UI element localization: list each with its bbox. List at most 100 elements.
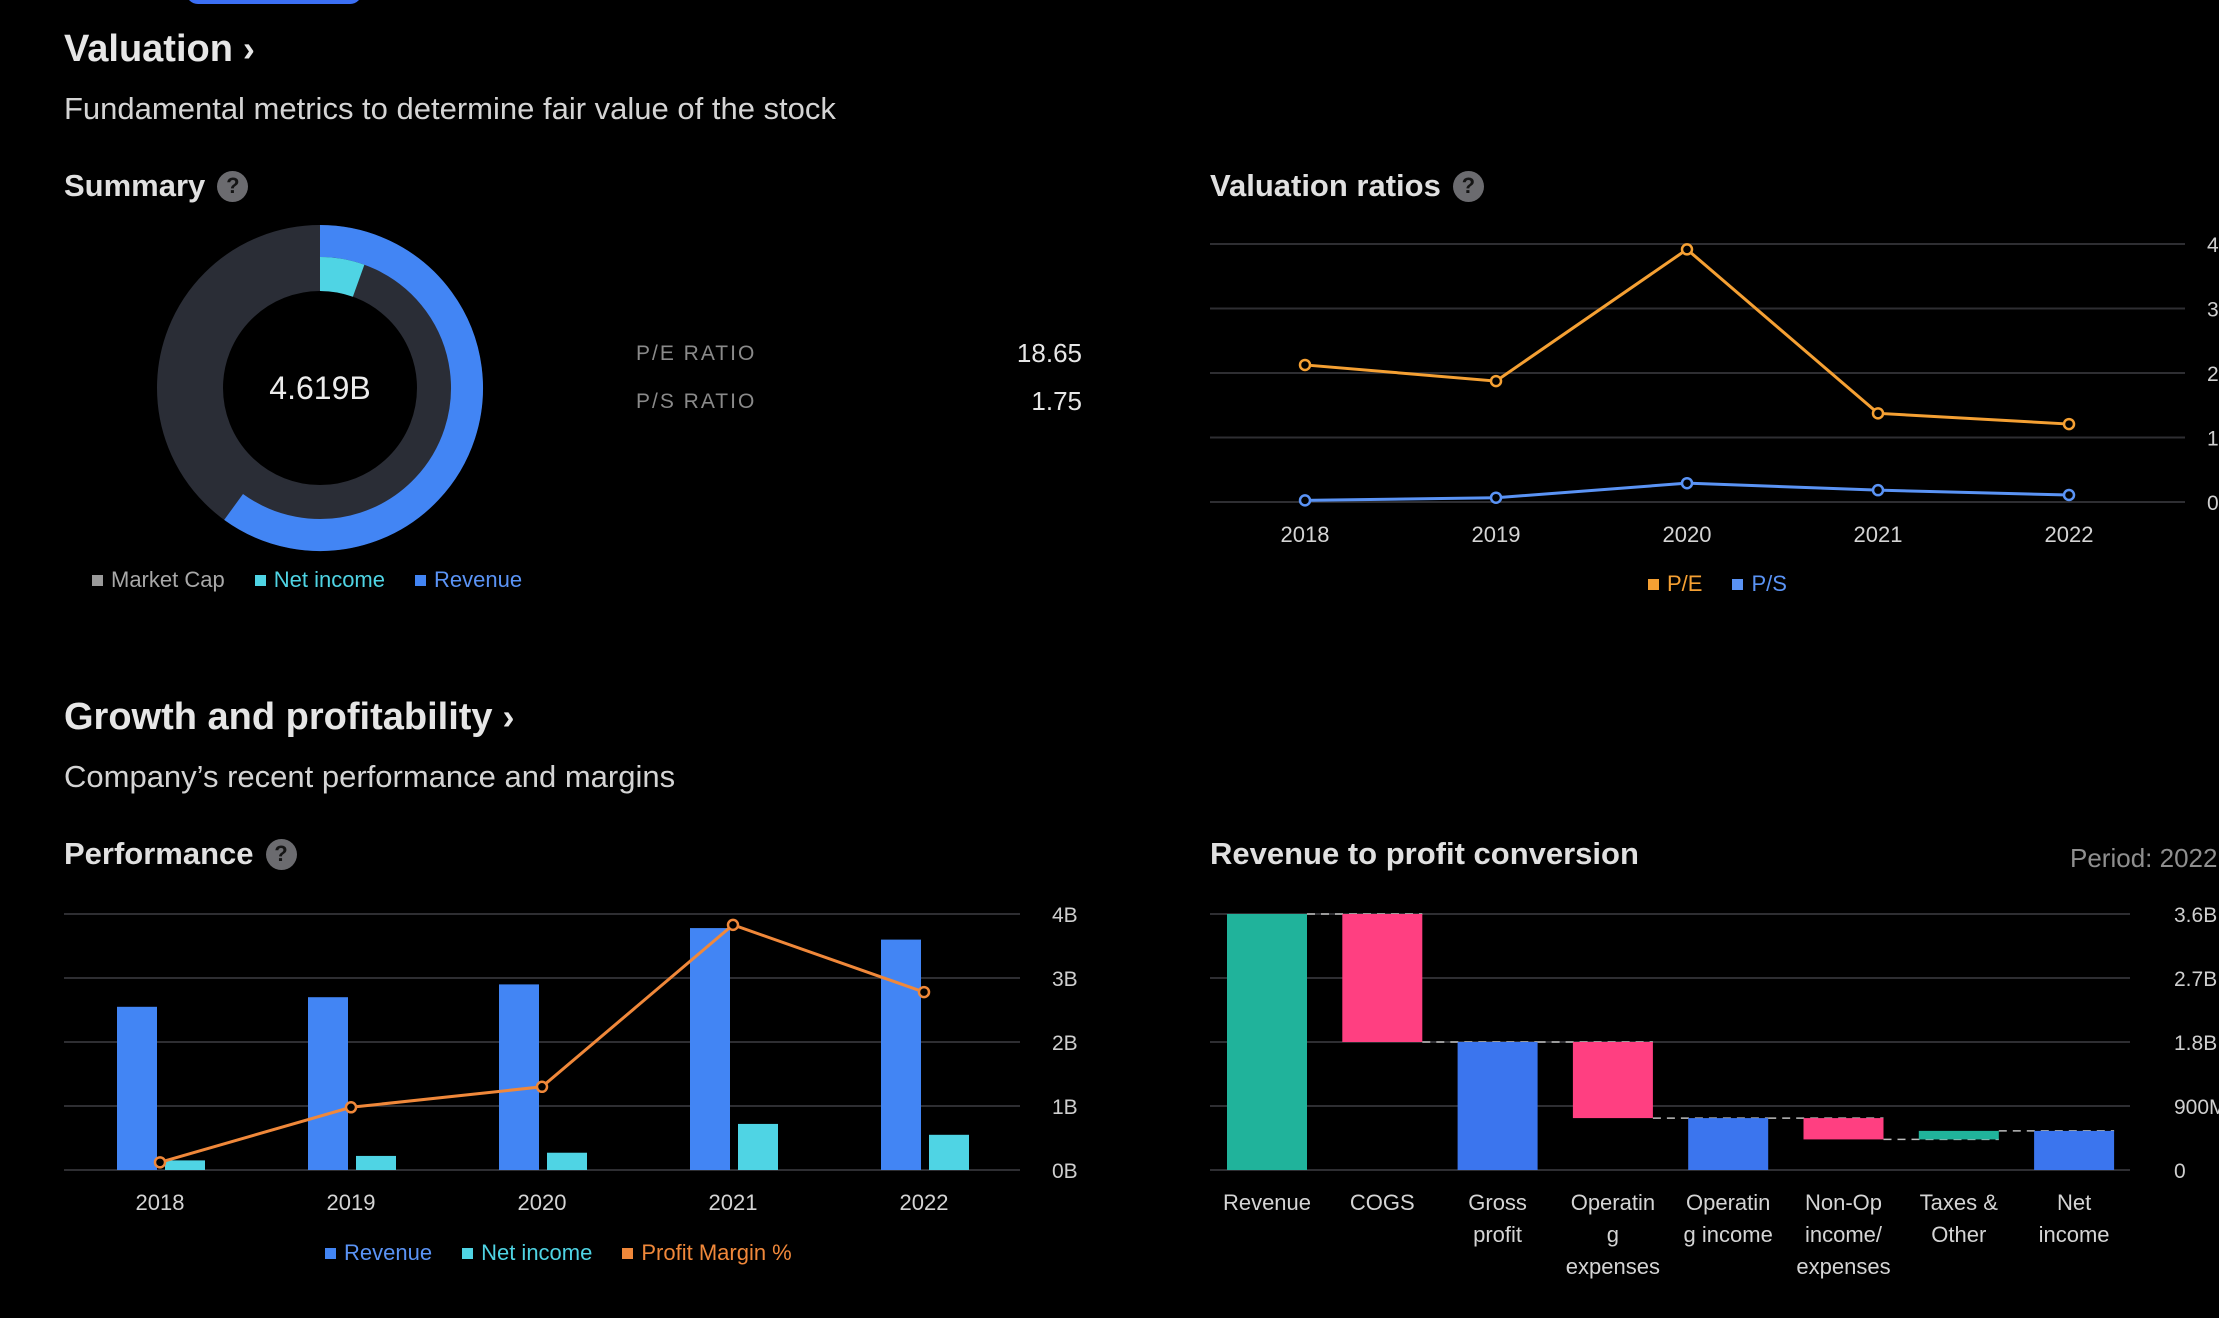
legend-item[interactable]: Profit Margin % bbox=[622, 1240, 792, 1266]
x-tick-label: Taxes & bbox=[1920, 1190, 1999, 1215]
y-tick-label: 24 bbox=[2207, 363, 2219, 386]
revenue-bar bbox=[499, 984, 539, 1170]
legend-label: P/S bbox=[1751, 571, 1787, 596]
conversion-title: Revenue to profit conversion bbox=[1210, 836, 1639, 871]
data-point bbox=[1298, 494, 1312, 507]
legend-item[interactable]: P/E bbox=[1648, 571, 1702, 597]
donut-center-value: 4.619B bbox=[269, 370, 370, 406]
y-tick-label: 36 bbox=[2207, 299, 2219, 322]
donut-revenue-arc bbox=[224, 225, 483, 551]
x-tick-label: 2021 bbox=[1854, 522, 1903, 547]
data-point bbox=[1680, 476, 1694, 490]
x-tick-label: 2020 bbox=[518, 1190, 567, 1215]
revenue-bar bbox=[308, 997, 348, 1170]
y-tick-label: 900M bbox=[2174, 1096, 2219, 1119]
summary-title-row: Summary ? bbox=[64, 168, 249, 204]
legend-swatch bbox=[254, 574, 266, 586]
x-tick-label: income/ bbox=[1805, 1222, 1883, 1247]
data-point bbox=[153, 1156, 167, 1169]
legend-label: P/E bbox=[1667, 571, 1703, 596]
valuation-ratios-title: Valuation ratios bbox=[1210, 168, 1441, 203]
data-point bbox=[1489, 491, 1503, 504]
growth-subtitle: Company’s recent performance and margins bbox=[64, 759, 676, 794]
legend-swatch bbox=[1648, 578, 1659, 590]
chevron-right-icon: › bbox=[242, 28, 255, 69]
legend-item[interactable]: P/S bbox=[1732, 571, 1787, 597]
waterfall-bar bbox=[1227, 914, 1307, 1170]
legend-item[interactable]: Net income bbox=[462, 1240, 592, 1266]
x-tick-label: 2022 bbox=[900, 1190, 949, 1215]
valuation-subtitle: Fundamental metrics to determine fair va… bbox=[64, 91, 836, 126]
data-point bbox=[726, 918, 740, 932]
conversion-title-row: Revenue to profit conversion bbox=[1210, 836, 1639, 872]
x-tick-label: Operatin bbox=[1686, 1190, 1770, 1215]
period-selector[interactable]: Period: 2022 bbox=[2070, 843, 2218, 873]
legend-swatch bbox=[622, 1247, 634, 1259]
legend-item[interactable]: Market Cap bbox=[92, 567, 225, 593]
performance-legend: Revenue Net income Profit Margin % bbox=[325, 1240, 792, 1266]
legend-label: Market Cap bbox=[111, 567, 225, 592]
x-tick-label: Non-Op bbox=[1805, 1190, 1882, 1215]
x-tick-label: g bbox=[1607, 1222, 1619, 1247]
y-tick-label: 0 bbox=[2207, 492, 2219, 515]
x-tick-label: Net bbox=[2057, 1190, 2091, 1215]
top-tab-indicator bbox=[186, 0, 362, 4]
data-point bbox=[1298, 358, 1312, 372]
growth-heading-link[interactable]: Growth and profitability › bbox=[64, 696, 515, 739]
ps-ratio-label: P/S RATIO bbox=[636, 390, 757, 413]
waterfall-bar bbox=[2034, 1130, 2115, 1170]
legend-item[interactable]: Revenue bbox=[325, 1240, 432, 1266]
help-icon[interactable]: ? bbox=[1452, 170, 1484, 202]
performance-title: Performance bbox=[64, 836, 254, 871]
summary-legend: Market Cap Net income Revenue bbox=[92, 567, 522, 593]
chevron-right-icon: › bbox=[502, 696, 515, 737]
valuation-heading-link[interactable]: Valuation › bbox=[64, 28, 255, 71]
performance-chart: 4B 3B 2B 1B 0B 2018 2019 2020 2021 2022 bbox=[64, 904, 1078, 1215]
valuation-ratios-chart: 48 36 24 12 0 2018 2019 2020 2021 2022 bbox=[1210, 234, 2219, 547]
summary-title: Summary bbox=[64, 168, 206, 203]
data-point bbox=[2062, 417, 2076, 431]
waterfall-bar bbox=[1572, 1042, 1653, 1119]
legend-label: Net income bbox=[273, 567, 385, 592]
waterfall-bar bbox=[1342, 914, 1423, 1042]
x-tick-label: g income bbox=[1684, 1222, 1773, 1247]
legend-label: Profit Margin % bbox=[641, 1240, 792, 1265]
x-tick-label: 2018 bbox=[1281, 522, 1330, 547]
x-tick-label: Revenue bbox=[1223, 1190, 1311, 1215]
legend-swatch bbox=[1732, 578, 1744, 590]
legend-item[interactable]: Net income bbox=[254, 567, 385, 593]
valuation-ratios-legend: P/E P/S bbox=[1648, 571, 1787, 597]
help-icon[interactable]: ? bbox=[265, 838, 297, 870]
growth-title: Growth and profitability bbox=[64, 696, 493, 738]
pe-ratio-value: 18.65 bbox=[1016, 338, 1082, 368]
x-tick-label: expenses bbox=[1566, 1254, 1660, 1279]
series-line-pe bbox=[1304, 247, 2070, 426]
data-point bbox=[1680, 243, 1694, 256]
revenue-to-profit-chart: 3.6B 2.7B 1.8B 900M 0 Revenue COGS Gross profit O… bbox=[1210, 904, 2219, 1279]
y-tick-label: 1.8B bbox=[2174, 1032, 2217, 1055]
ps-ratio-value: 1.75 bbox=[1031, 386, 1082, 416]
y-tick-label: 0 bbox=[2174, 1160, 2186, 1183]
valuation-title: Valuation bbox=[64, 28, 233, 70]
x-tick-label: 2019 bbox=[327, 1190, 376, 1215]
net-income-bar bbox=[356, 1155, 396, 1170]
legend-swatch bbox=[92, 574, 103, 586]
data-point bbox=[1489, 374, 1503, 388]
data-point bbox=[2062, 488, 2076, 502]
help-icon[interactable]: ? bbox=[217, 170, 249, 202]
net-income-bar bbox=[547, 1152, 587, 1170]
y-tick-label: 2.7B bbox=[2174, 968, 2217, 991]
x-tick-label: expenses bbox=[1796, 1254, 1890, 1279]
performance-title-row: Performance ? bbox=[64, 836, 297, 872]
y-tick-label: 48 bbox=[2207, 234, 2219, 257]
legend-swatch bbox=[462, 1247, 474, 1259]
legend-item[interactable]: Revenue bbox=[415, 567, 522, 593]
donut-hole bbox=[224, 292, 416, 484]
y-tick-label: 4B bbox=[1052, 904, 1078, 927]
waterfall-bar bbox=[1918, 1130, 1999, 1140]
waterfall-bar bbox=[1803, 1118, 1884, 1140]
data-point bbox=[1871, 483, 1885, 497]
data-point bbox=[344, 1101, 358, 1114]
net-income-bar bbox=[929, 1134, 969, 1170]
waterfall-bar bbox=[1688, 1118, 1769, 1170]
